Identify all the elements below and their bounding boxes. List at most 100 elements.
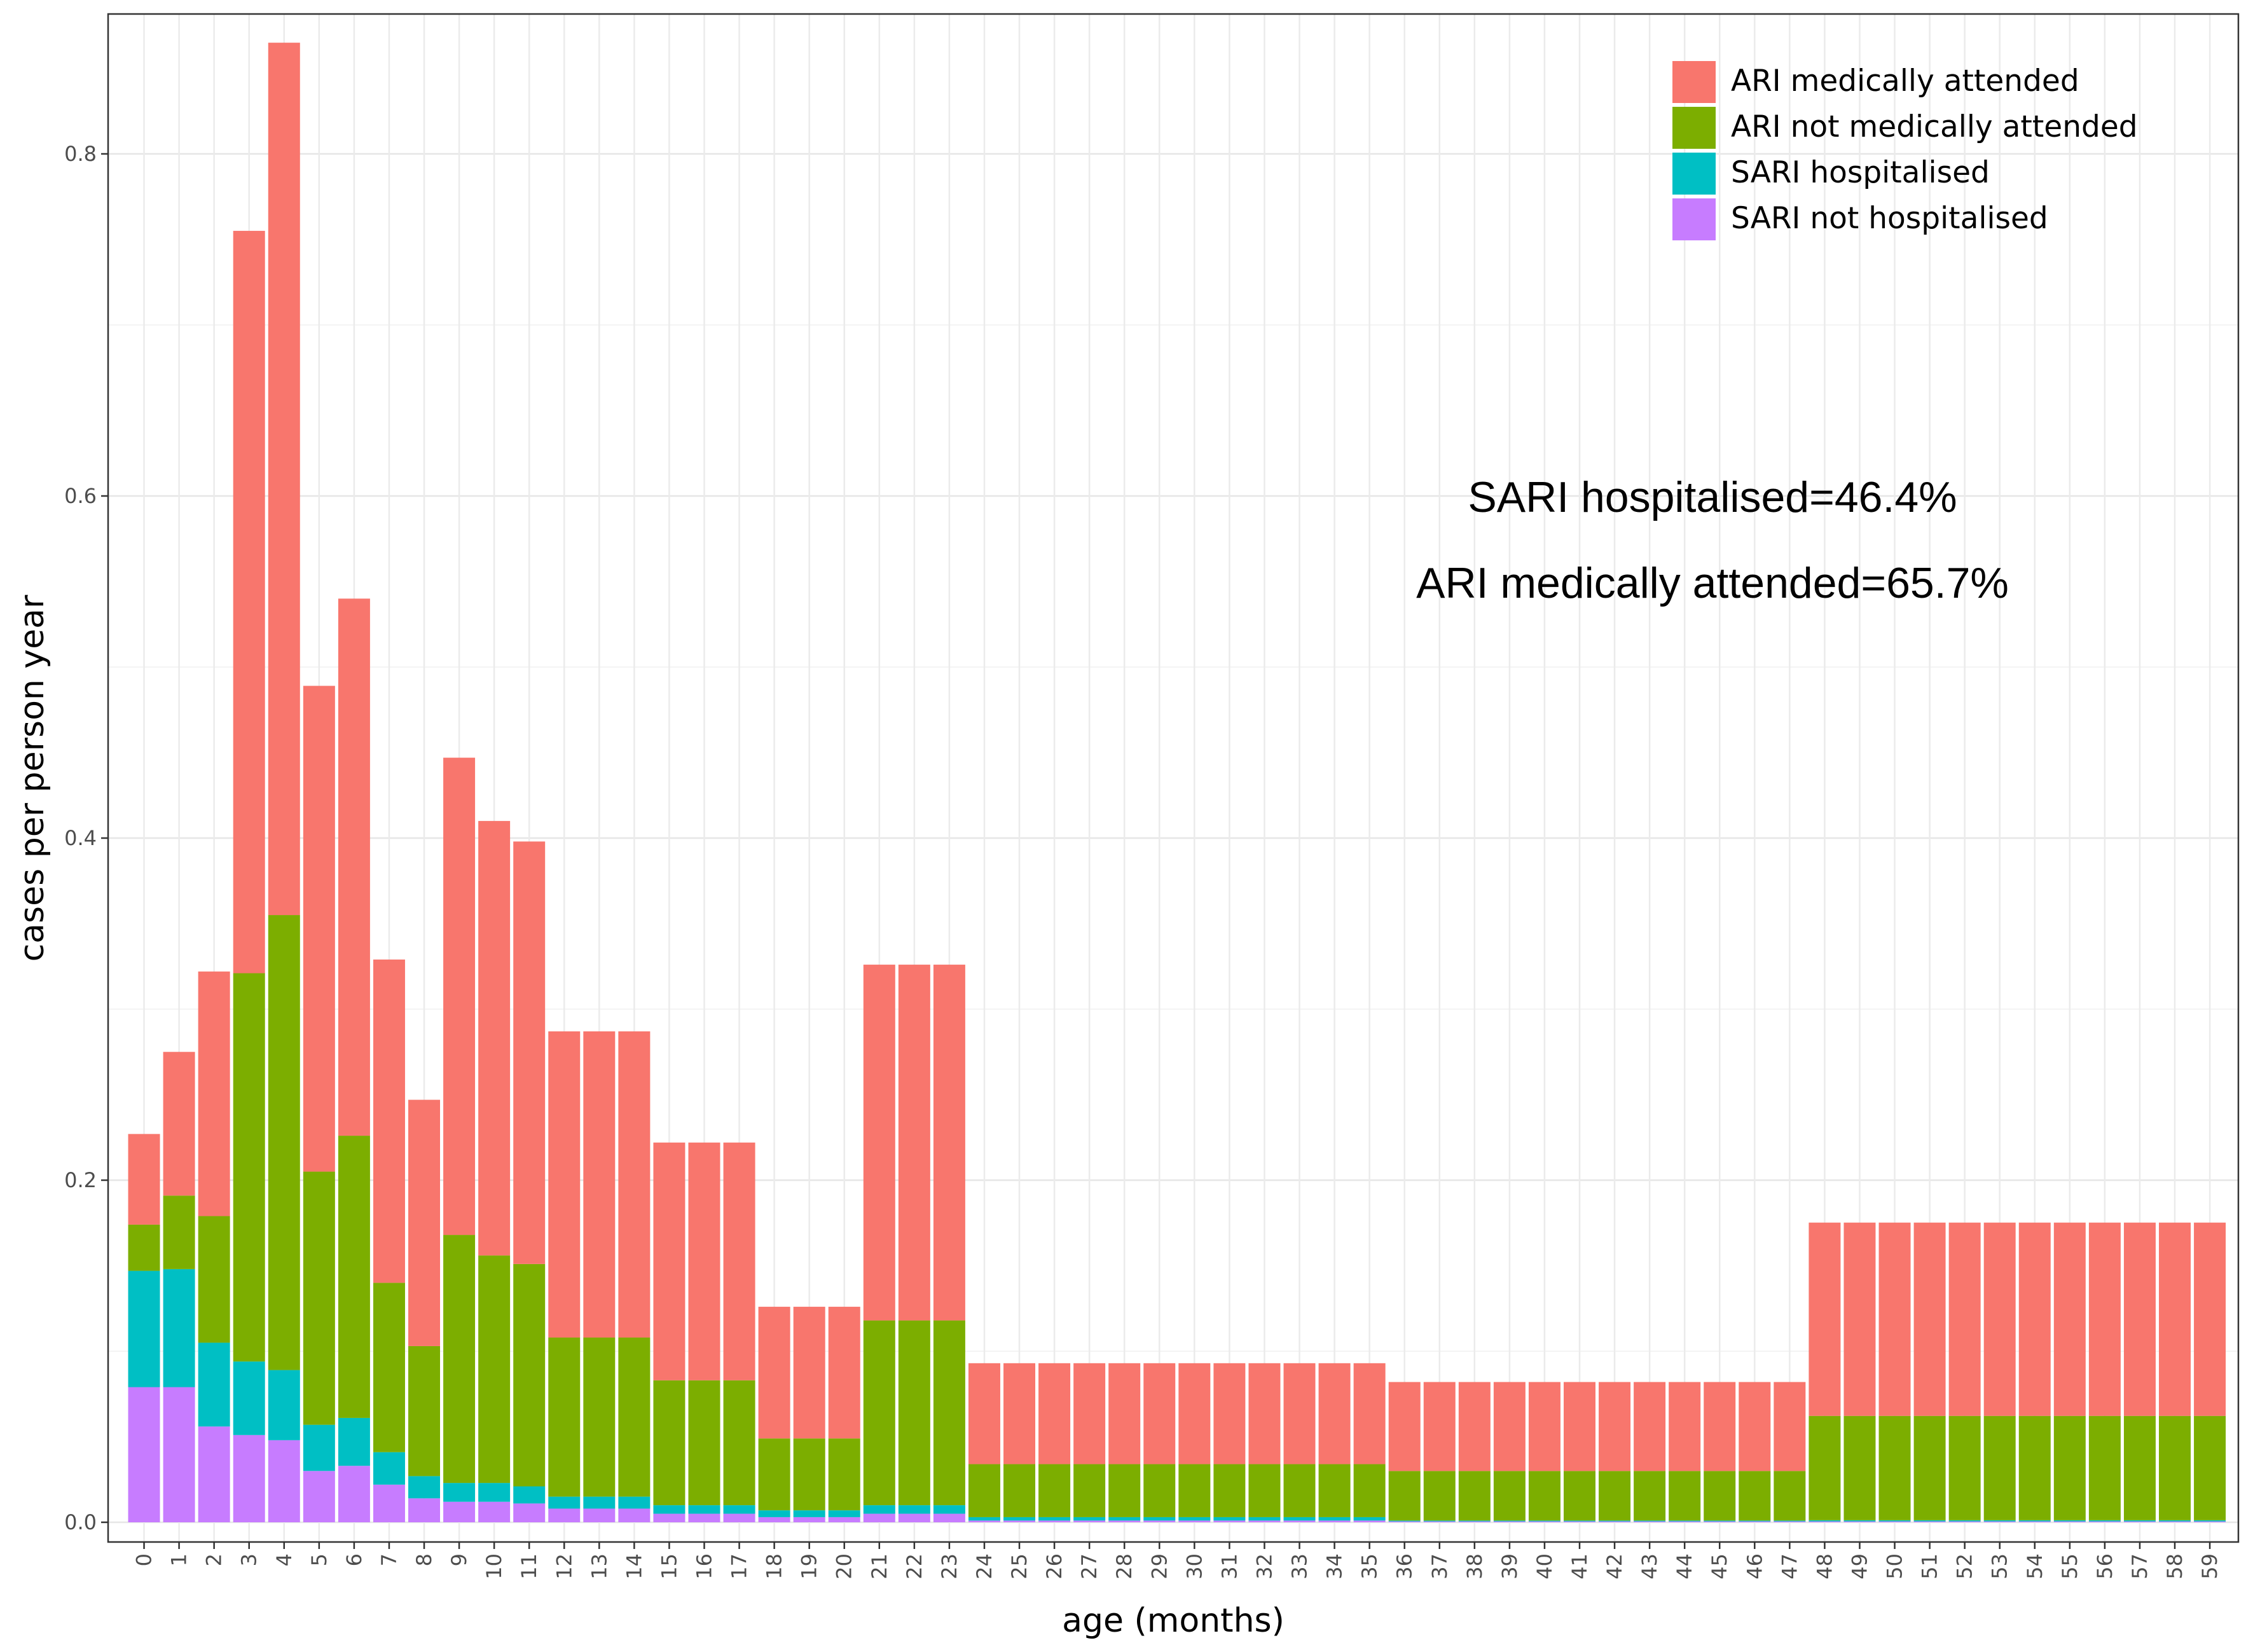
y-tick-label: 0.0 [64,1510,97,1534]
bar-segment-sari-not-hospitalised [933,1513,965,1522]
x-tick-label: 41 [1567,1553,1592,1580]
bar-segment-ari-medically-attended [2053,1222,2086,1416]
bar-segment-ari-medically-attended [128,1134,160,1225]
bar-segment-ari-medically-attended [933,965,965,1321]
x-tick-label: 29 [1147,1553,1171,1580]
bar-segment-ari-medically-attended [1283,1363,1316,1464]
x-axis: 0 1 2 3 4 5 6 7 8 9 10 11 12 13 14 15 16 17 18 19 20 21 22 23 24… [132,1542,2222,1580]
bar-segment-sari-not-hospitalised [618,1508,651,1522]
bar-segment-sari-not-hospitalised [1143,1520,1176,1522]
bar-segment-sari-hospitalised [1213,1517,1246,1521]
panel-border [107,13,2240,1543]
bar-segment-ari-not-medically-attended [1774,1471,1806,1521]
bar-segment-ari-not-medically-attended [653,1380,686,1506]
bar-segment-ari-not-medically-attended [793,1438,825,1511]
bar-segment-sari-not-hospitalised [198,1426,230,1522]
bar-segment-sari-hospitalised [933,1505,965,1514]
bar-segment-ari-not-medically-attended [1983,1415,2016,1520]
bar-segment-sari-not-hospitalised [373,1484,405,1522]
x-tick-label: 0 [132,1553,156,1566]
bar-segment-ari-not-medically-attended [898,1320,930,1506]
bar-segment-sari-hospitalised [968,1517,1000,1521]
bar-segment-ari-not-medically-attended [513,1263,546,1487]
x-tick-label: 31 [1217,1553,1241,1580]
bar-segment-sari-hospitalised [1143,1517,1176,1521]
x-tick-label: 44 [1672,1553,1697,1580]
bar-segment-ari-medically-attended [233,231,265,974]
bar-segment-ari-not-medically-attended [688,1380,720,1506]
bar-segment-ari-medically-attended [1178,1363,1211,1464]
x-tick-label: 34 [1323,1553,1347,1580]
bar-segment-sari-not-hospitalised [793,1517,825,1522]
y-tick-label: 0.4 [64,826,97,850]
bar-segment-ari-medically-attended [1318,1363,1351,1464]
bar-segment-ari-medically-attended [2123,1222,2156,1416]
x-tick-label: 58 [2163,1553,2187,1580]
x-tick-label: 11 [517,1553,541,1580]
bar-segment-ari-not-medically-attended [233,973,265,1362]
bar-segment-ari-medically-attended [513,841,546,1264]
bar-segment-sari-not-hospitalised [1038,1520,1071,1522]
bar-segment-ari-medically-attended [688,1142,720,1380]
bar-segment-ari-medically-attended [548,1031,581,1338]
x-tick-label: 25 [1007,1553,1031,1580]
bar-segment-ari-not-medically-attended [2018,1415,2051,1520]
bar-segment-sari-not-hospitalised [688,1513,720,1522]
bar-segment-sari-hospitalised [548,1496,581,1509]
x-tick-label: 37 [1428,1553,1452,1580]
bar-segment-sari-hospitalised [863,1505,895,1514]
bar-segment-sari-hospitalised [1178,1517,1211,1521]
bar-segment-ari-medically-attended [898,965,930,1321]
bar-segment-ari-not-medically-attended [1669,1471,1701,1521]
legend-label-ari-not-medically-attended: ARI not medically attended [1731,109,2138,144]
x-tick-label: 30 [1182,1553,1206,1580]
bar-segment-sari-hospitalised [408,1476,441,1499]
bar-segment-ari-not-medically-attended [163,1195,195,1269]
legend-label-ari-medically-attended: ARI medically attended [1731,64,2079,99]
bar-segment-ari-medically-attended [1809,1222,1841,1416]
bar-segment-ari-medically-attended [2159,1222,2191,1416]
bar-segment-ari-not-medically-attended [933,1320,965,1506]
bar-segment-sari-hospitalised [1948,1520,1981,1522]
x-tick-label: 45 [1707,1553,1732,1580]
bar-segment-ari-not-medically-attended [268,915,300,1370]
bar-segment-sari-hospitalised [1108,1517,1141,1521]
bar-segment-sari-not-hospitalised [723,1513,755,1522]
bar-segment-ari-medically-attended [828,1307,860,1439]
bar-segment-sari-hospitalised [1003,1517,1036,1521]
bar-segment-sari-not-hospitalised [1248,1520,1281,1522]
bar-segment-ari-not-medically-attended [2088,1415,2121,1520]
bar-segment-ari-not-medically-attended [1948,1415,1981,1520]
bar-segment-ari-not-medically-attended [828,1438,860,1511]
bar-segment-ari-medically-attended [2088,1222,2121,1416]
x-tick-label: 1 [167,1553,191,1566]
bar-segment-ari-not-medically-attended [1388,1471,1421,1521]
bar-segment-sari-hospitalised [478,1483,511,1502]
bar-segment-sari-hospitalised [1353,1517,1386,1521]
bar-segment-sari-hospitalised [1563,1520,1595,1522]
x-tick-label: 56 [2093,1553,2117,1580]
x-tick-label: 49 [1847,1553,1871,1580]
legend-key-sari-hospitalised [1672,153,1716,195]
bar-segment-sari-hospitalised [1983,1520,2016,1522]
bar-segment-ari-not-medically-attended [303,1171,335,1425]
bar-segment-sari-not-hospitalised [338,1466,370,1522]
x-tick-label: 27 [1077,1553,1101,1580]
bar-segment-ari-medically-attended [1704,1382,1736,1471]
bar-segment-sari-not-hospitalised [1108,1520,1141,1522]
bar-segment-ari-not-medically-attended [198,1216,230,1343]
bar-segment-sari-not-hospitalised [863,1513,895,1522]
bar-segment-ari-not-medically-attended [1003,1464,1036,1517]
x-tick-label: 40 [1533,1553,1557,1580]
bar-segment-sari-hospitalised [1283,1517,1316,1521]
bar-segment-ari-medically-attended [1913,1222,1946,1416]
bar-segment-ari-medically-attended [618,1031,651,1338]
legend-label-sari-not-hospitalised: SARI not hospitalised [1731,201,2048,236]
bar-segment-ari-not-medically-attended [548,1337,581,1497]
bar-segment-sari-hospitalised [1458,1520,1491,1522]
bar-segment-sari-hospitalised [1809,1520,1841,1522]
bar-segment-ari-not-medically-attended [1493,1471,1526,1521]
bar-segment-ari-not-medically-attended [618,1337,651,1497]
x-tick-label: 48 [1812,1553,1836,1580]
bar-segment-sari-hospitalised [233,1361,265,1435]
